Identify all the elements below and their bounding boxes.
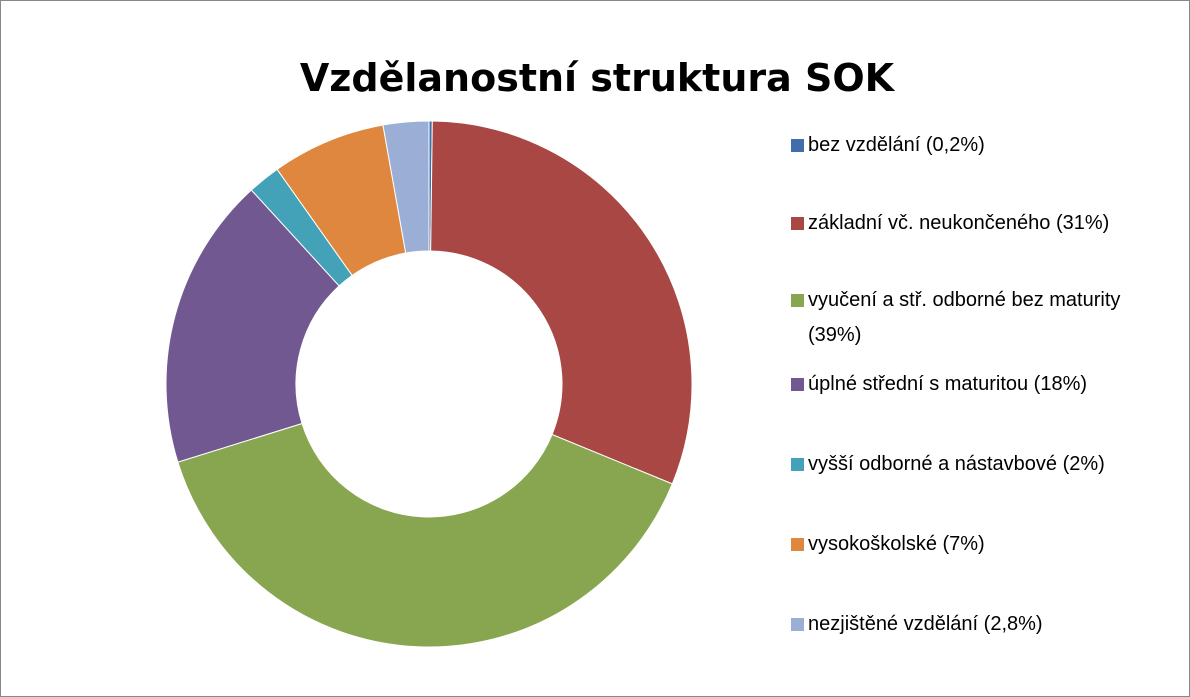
legend-swatch [791, 378, 804, 391]
legend-swatch [791, 139, 804, 152]
donut-slice [382, 120, 430, 254]
legend-item: bez vzdělání (0,2%) [791, 128, 1176, 163]
legend-item: vyšší odborné a nástavbové (2%) [791, 447, 1176, 482]
legend-item: základní vč. neukončeného (31%) [791, 206, 1176, 241]
legend-label: vyšší odborné a nástavbové (2%) [808, 453, 1105, 475]
legend-swatch [791, 217, 804, 230]
legend-item: vysokoškolské (7%) [791, 527, 1176, 562]
donut-slice [430, 120, 693, 485]
donut-slice [165, 189, 340, 463]
legend-item: vyučení a stř. odborné bez maturity (39%… [791, 283, 1176, 353]
legend-swatch [791, 458, 804, 471]
chart-title: Vzdělanostní struktura SOK [300, 56, 896, 100]
legend-item: úplné střední s maturitou (18%) [791, 367, 1176, 402]
legend-swatch [791, 294, 804, 307]
legend-label: vyučení a stř. odborné bez maturity (39%… [808, 289, 1121, 346]
legend-label: nezjištěné vzdělání (2,8%) [808, 613, 1043, 635]
legend-item: nezjištěné vzdělání (2,8%) [791, 607, 1176, 642]
legend-swatch [791, 618, 804, 631]
legend-label: úplné střední s maturitou (18%) [808, 373, 1088, 395]
legend-label: vysokoškolské (7%) [808, 533, 985, 555]
legend-label: bez vzdělání (0,2%) [808, 134, 985, 156]
donut-slice [177, 422, 673, 648]
legend-swatch [791, 538, 804, 551]
legend-label: základní vč. neukončeného (31%) [808, 212, 1110, 234]
